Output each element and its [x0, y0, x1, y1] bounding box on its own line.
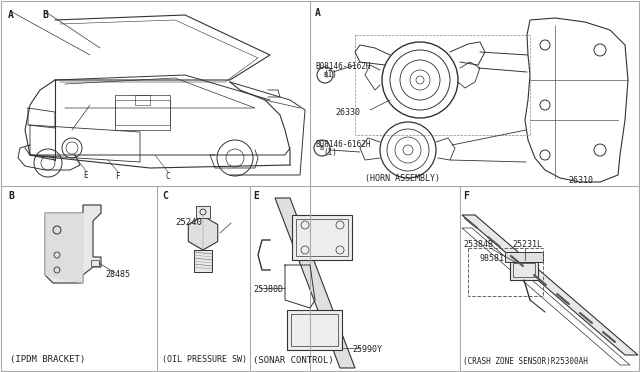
Text: C: C	[165, 172, 170, 181]
Text: B08146-6162H: B08146-6162H	[315, 62, 371, 71]
Bar	[135, 95, 150, 105]
Bar	[91, 260, 99, 266]
Text: 25990Y: 25990Y	[352, 345, 382, 354]
Bar	[287, 310, 342, 350]
Text: (1): (1)	[323, 148, 337, 157]
Text: A: A	[315, 8, 321, 18]
Bar	[510, 260, 538, 280]
Bar	[355, 35, 530, 135]
Text: B: B	[323, 72, 327, 78]
Text: E: E	[83, 171, 88, 180]
Bar	[194, 250, 212, 272]
Text: 25240: 25240	[175, 218, 202, 227]
Text: (CRASH ZONE SENSOR)R25300AH: (CRASH ZONE SENSOR)R25300AH	[463, 357, 588, 366]
Text: B08146-6162H: B08146-6162H	[315, 140, 371, 149]
Bar	[115, 100, 170, 125]
Polygon shape	[275, 198, 355, 368]
Bar	[513, 263, 535, 277]
Text: F: F	[115, 172, 120, 181]
Text: 26330: 26330	[335, 108, 360, 117]
Bar	[296, 219, 348, 256]
Polygon shape	[45, 213, 83, 283]
Polygon shape	[462, 215, 638, 355]
Polygon shape	[188, 216, 218, 250]
Bar	[291, 314, 338, 346]
Bar	[115, 95, 170, 130]
Text: (IPDM BRACKET): (IPDM BRACKET)	[10, 355, 85, 364]
Text: F: F	[463, 191, 469, 201]
Text: B: B	[320, 145, 324, 151]
Text: (OIL PRESSURE SW): (OIL PRESSURE SW)	[162, 355, 247, 364]
Text: (1): (1)	[323, 70, 337, 79]
Text: 28485: 28485	[105, 270, 130, 279]
Text: E: E	[253, 191, 259, 201]
Text: B: B	[8, 191, 14, 201]
Text: 25384B: 25384B	[463, 240, 493, 249]
Text: 25380D: 25380D	[253, 285, 283, 294]
Text: (SONAR CONTROL): (SONAR CONTROL)	[253, 356, 333, 365]
Bar	[292, 215, 352, 260]
Bar	[196, 206, 210, 218]
Text: 25231L: 25231L	[512, 240, 542, 249]
Text: C: C	[162, 191, 168, 201]
Text: A: A	[8, 10, 14, 20]
Text: B: B	[42, 10, 48, 20]
Bar	[468, 248, 543, 296]
Text: 98581: 98581	[480, 254, 505, 263]
Text: 26310: 26310	[568, 176, 593, 185]
Polygon shape	[45, 205, 101, 283]
Text: (HORN ASSEMBLY): (HORN ASSEMBLY)	[365, 174, 440, 183]
Bar	[505, 252, 543, 262]
